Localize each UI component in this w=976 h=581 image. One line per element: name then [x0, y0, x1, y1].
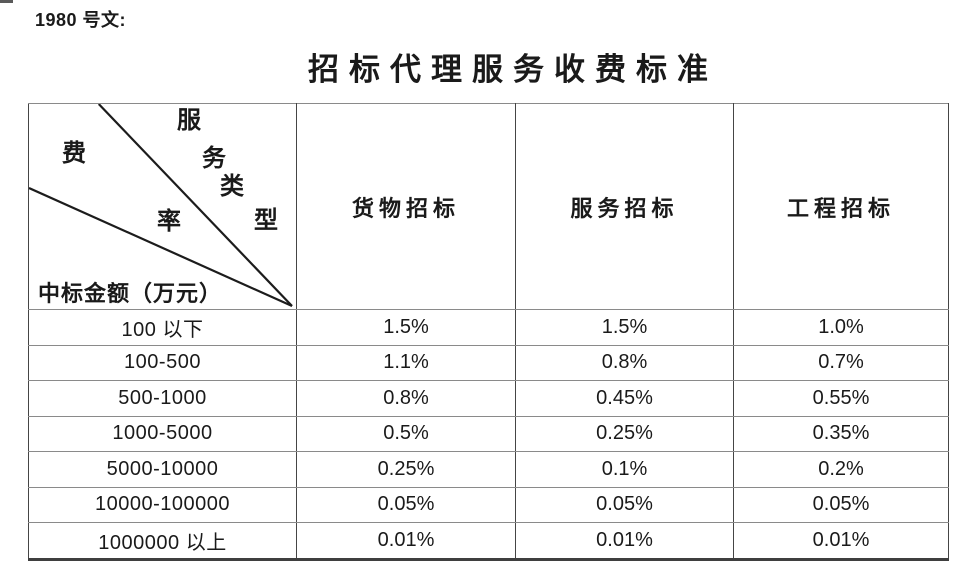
- column-header-goods: 货物招标: [296, 103, 516, 310]
- header-row: 费 率 服 务 类 型 中标金额（万元） 货物招标 服务招标 工程招标: [28, 103, 949, 310]
- fee-cell-goods: 0.25%: [296, 451, 516, 488]
- service-type-char-lei: 类: [220, 174, 244, 200]
- fee-cell-engineering: 1.0%: [733, 309, 949, 346]
- row-label: 5000-10000: [28, 451, 297, 488]
- fee-cell-engineering: 0.05%: [733, 486, 949, 523]
- fee-cell-services: 0.45%: [515, 380, 734, 417]
- service-type-char-xing: 型: [254, 208, 278, 234]
- diagonal-line-lower: [29, 187, 293, 308]
- doc-title: 招标代理服务收费标准: [308, 52, 718, 87]
- row-label: 1000-5000: [28, 415, 297, 452]
- service-type-char-wu: 务: [202, 146, 226, 172]
- fee-table: 费 率 服 务 类 型 中标金额（万元） 货物招标 服务招标 工程招标 100 …: [28, 103, 949, 561]
- table-row: 100-500 1.1% 0.8% 0.7%: [28, 344, 949, 381]
- table-row: 1000-5000 0.5% 0.25% 0.35%: [28, 415, 949, 452]
- diagonal-lines-graphic: [29, 104, 293, 308]
- table-row: 10000-100000 0.05% 0.05% 0.05%: [28, 486, 949, 523]
- fee-cell-services: 0.8%: [515, 344, 734, 381]
- fee-cell-services: 0.25%: [515, 415, 734, 452]
- fee-cell-goods: 0.8%: [296, 380, 516, 417]
- fee-cell-goods: 0.01%: [296, 522, 516, 560]
- doc-ref-label: 1980 号文:: [35, 10, 127, 30]
- fee-cell-engineering: 0.7%: [733, 344, 949, 381]
- column-header-services: 服务招标: [515, 103, 734, 310]
- column-header-engineering: 工程招标: [733, 103, 949, 310]
- table-row: 5000-10000 0.25% 0.1% 0.2%: [28, 451, 949, 488]
- diagonal-header-cell: 费 率 服 务 类 型 中标金额（万元）: [28, 103, 297, 310]
- fee-cell-engineering: 0.35%: [733, 415, 949, 452]
- fee-cell-engineering: 0.55%: [733, 380, 949, 417]
- service-type-char-fu: 服: [177, 108, 201, 134]
- row-label: 10000-100000: [28, 486, 297, 523]
- rate-char-lv: 率: [157, 209, 181, 235]
- row-label: 500-1000: [28, 380, 297, 417]
- table-row: 1000000 以上 0.01% 0.01% 0.01%: [28, 522, 949, 560]
- fee-cell-goods: 1.5%: [296, 309, 516, 346]
- row-label: 100 以下: [28, 309, 297, 346]
- fee-cell-engineering: 0.2%: [733, 451, 949, 488]
- table-row: 100 以下 1.5% 1.5% 1.0%: [28, 309, 949, 346]
- fee-cell-services: 0.01%: [515, 522, 734, 560]
- row-label: 100-500: [28, 344, 297, 381]
- fee-cell-engineering: 0.01%: [733, 522, 949, 560]
- fee-cell-goods: 0.05%: [296, 486, 516, 523]
- row-label: 1000000 以上: [28, 522, 297, 560]
- fee-cell-goods: 0.5%: [296, 415, 516, 452]
- diagonal-line-upper: [97, 104, 293, 307]
- fee-cell-services: 0.05%: [515, 486, 734, 523]
- amount-axis-label: 中标金额（万元）: [38, 281, 223, 306]
- fee-cell-services: 0.1%: [515, 451, 734, 488]
- table-row: 500-1000 0.8% 0.45% 0.55%: [28, 380, 949, 417]
- rate-char-fei: 费: [62, 141, 86, 167]
- fee-cell-goods: 1.1%: [296, 344, 516, 381]
- scan-artifact-mark: [0, 0, 13, 3]
- fee-cell-services: 1.5%: [515, 309, 734, 346]
